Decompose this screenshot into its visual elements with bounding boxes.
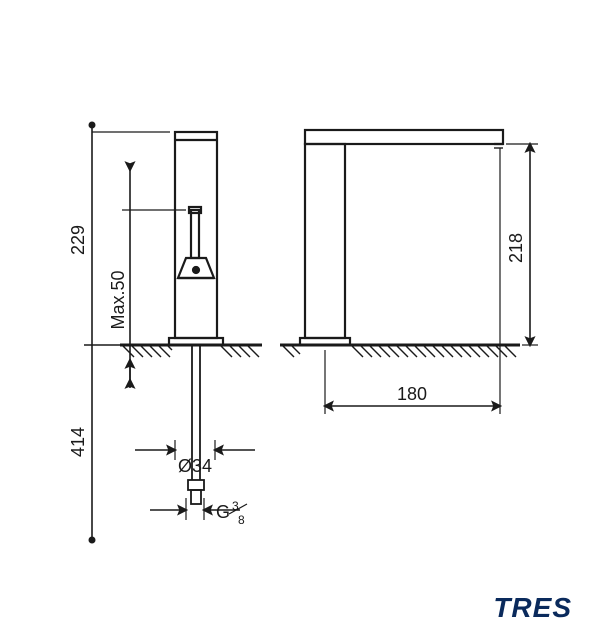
- brand-logo: TRES: [493, 592, 572, 624]
- dim-g38-den: 8: [238, 513, 245, 527]
- technical-drawing: 229 Max.50 414 Ø34 G 3 8 218 180 TRES: [0, 0, 600, 640]
- dim-218: 218: [506, 233, 526, 263]
- dim-dia34: Ø34: [178, 456, 212, 476]
- dim-g38-g: G: [216, 502, 230, 522]
- handle-assembly: [178, 207, 214, 278]
- dim-max50: Max.50: [108, 270, 128, 329]
- dimensions: [84, 122, 538, 544]
- dim-229: 229: [68, 225, 88, 255]
- dimension-labels: 229 Max.50 414 Ø34 G 3 8 218 180: [68, 225, 526, 527]
- dim-180: 180: [397, 384, 427, 404]
- dim-414: 414: [68, 427, 88, 457]
- drawing-svg: 229 Max.50 414 Ø34 G 3 8 218 180: [0, 0, 600, 640]
